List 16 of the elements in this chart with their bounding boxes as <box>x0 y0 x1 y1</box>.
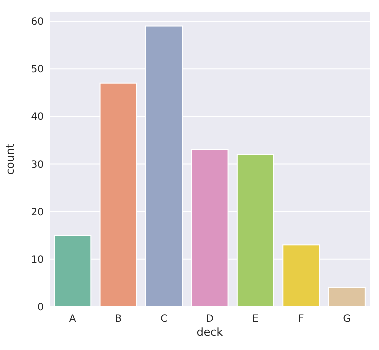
x-tick-label: C <box>160 314 168 325</box>
y-axis-title: count <box>4 143 17 176</box>
y-tick-label: 40 <box>31 112 44 124</box>
y-tick-label: 30 <box>31 160 44 171</box>
x-tick-label: F <box>298 314 305 325</box>
y-tick-label: 20 <box>31 207 44 218</box>
x-tick-label: E <box>252 314 259 325</box>
x-tick-label: B <box>115 314 122 325</box>
y-tick-label: 50 <box>31 64 44 76</box>
x-tick-label: A <box>69 314 76 325</box>
x-tick-label: D <box>206 314 214 325</box>
y-tick-label: 0 <box>38 302 44 314</box>
y-tick-label: 60 <box>31 17 44 28</box>
x-tick-label: G <box>343 314 352 325</box>
x-axis-title: deck <box>196 326 224 339</box>
y-tick-label: 10 <box>31 254 44 266</box>
